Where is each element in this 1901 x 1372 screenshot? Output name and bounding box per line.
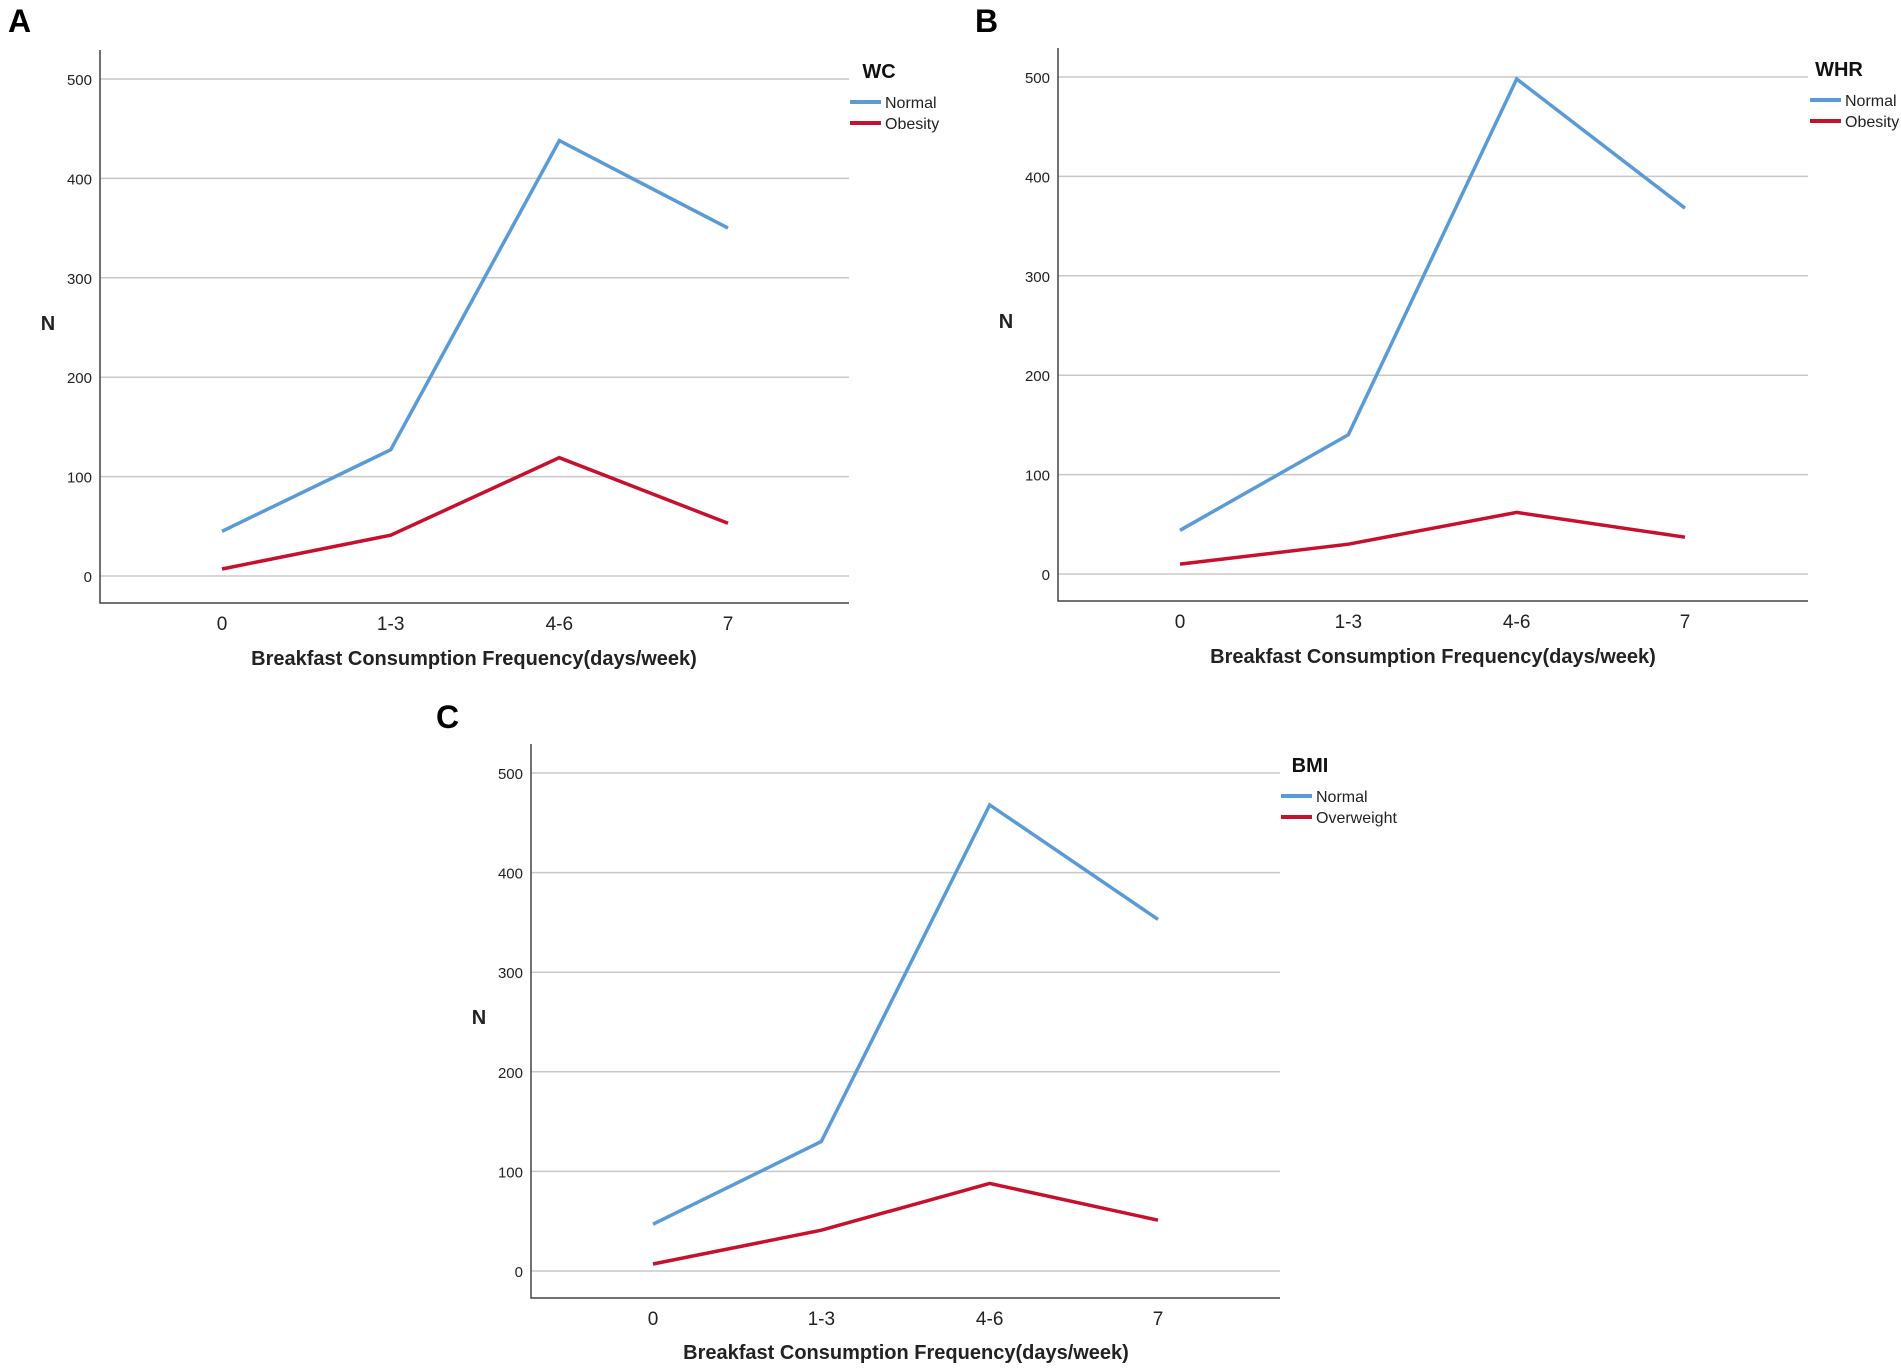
y-axis-label: N	[472, 1007, 486, 1029]
x-tick-label: 0	[648, 1309, 659, 1330]
x-tick-label: 4-6	[1503, 612, 1530, 633]
y-tick-label: 0	[84, 569, 92, 586]
chart-panel-c: C 0 100 200 300 400 500 N 0 1-3 4-6 7 Breakfast Cons…	[436, 699, 1397, 1364]
legend-label-obesity: Obesity	[1845, 114, 1899, 131]
x-tick-label: 7	[1153, 1309, 1164, 1330]
y-tick-label: 500	[1025, 70, 1050, 87]
legend-title: BMI	[1292, 755, 1329, 777]
y-tick-label: 300	[498, 965, 523, 982]
series-line-overweight	[652, 1181, 1159, 1266]
legend-label-obesity: Obesity	[885, 116, 939, 133]
legend-label-overweight: Overweight	[1316, 810, 1397, 827]
y-axis-label: N	[999, 311, 1013, 333]
x-tick-label: 1-3	[1335, 612, 1362, 633]
legend-title: WHR	[1815, 59, 1863, 81]
y-tick-label: 400	[67, 171, 92, 188]
legend-label-normal: Normal	[885, 95, 937, 112]
x-axis-title: Breakfast Consumption Frequency(days/wee…	[683, 1342, 1129, 1364]
legend-title: WC	[862, 61, 895, 83]
legend: WHR Normal Obesity	[1810, 59, 1899, 131]
panel-letter: A	[8, 3, 31, 39]
series-line-normal	[1179, 76, 1687, 532]
y-axis-label: N	[41, 313, 55, 335]
legend: BMI Normal Overweight	[1281, 755, 1397, 827]
x-tick-label: 0	[1175, 612, 1186, 633]
y-tick-label: 100	[1025, 468, 1050, 485]
panel-letter: C	[436, 699, 459, 735]
y-tick-label: 500	[67, 72, 92, 89]
y-tick-label: 200	[498, 1065, 523, 1082]
legend-label-normal: Normal	[1316, 789, 1368, 806]
legend: WC Normal Obesity	[850, 61, 939, 133]
y-tick-label: 500	[498, 766, 523, 783]
y-tick-label: 0	[1042, 567, 1050, 584]
y-tick-label: 400	[498, 866, 523, 883]
x-tick-label: 0	[217, 614, 228, 635]
y-tick-label: 300	[67, 271, 92, 288]
y-tick-label: 200	[67, 370, 92, 387]
x-axis-title: Breakfast Consumption Frequency(days/wee…	[251, 648, 697, 670]
panel-letter: B	[975, 3, 998, 39]
x-tick-label: 1-3	[808, 1309, 835, 1330]
x-tick-label: 7	[1680, 612, 1691, 633]
axes-frame	[1057, 48, 1808, 602]
y-tick-label: 0	[515, 1264, 523, 1281]
series-line-obesity	[221, 455, 729, 571]
y-tick-label: 100	[67, 470, 92, 487]
legend-label-normal: Normal	[1845, 93, 1897, 110]
y-tick-label: 300	[1025, 269, 1050, 286]
x-tick-label: 4-6	[976, 1309, 1003, 1330]
series-line-normal	[221, 138, 729, 533]
y-tick-label: 200	[1025, 368, 1050, 385]
x-axis-title: Breakfast Consumption Frequency(days/wee…	[1210, 646, 1656, 668]
series-line-normal	[652, 802, 1159, 1226]
x-tick-label: 7	[723, 614, 734, 635]
x-tick-label: 4-6	[546, 614, 573, 635]
chart-panel-b: B 0 100 200 300 400 500 N 0 1-3 4-6 7 Breakfast Cons…	[975, 3, 1899, 668]
chart-panel-a: A 0 100 200 300 400 500 N 0 1-3 4-6 7 Breakfast Cons…	[8, 3, 939, 670]
series-line-obesity	[1179, 510, 1686, 566]
axes-frame	[99, 50, 849, 604]
y-tick-label: 100	[498, 1164, 523, 1181]
x-tick-label: 1-3	[377, 614, 404, 635]
axes-frame	[530, 744, 1280, 1299]
y-tick-label: 400	[1025, 169, 1050, 186]
